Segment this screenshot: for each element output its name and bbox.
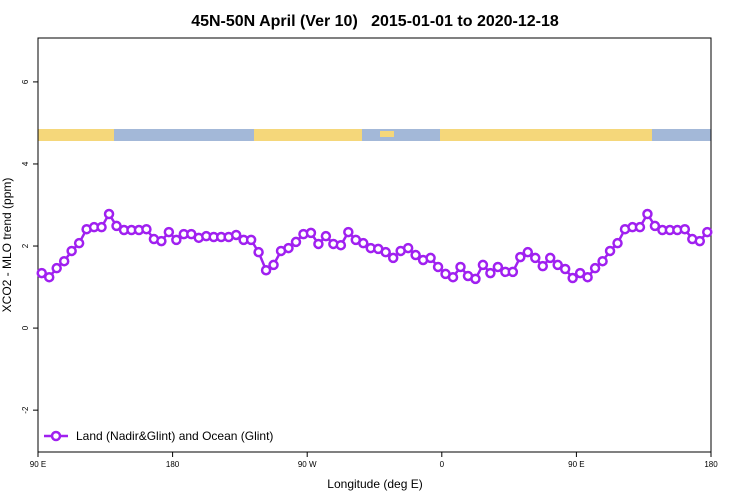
land-map-strip	[38, 129, 711, 141]
data-point	[567, 272, 578, 284]
y-tick-label: -2	[21, 406, 30, 414]
x-tick-label: 180	[704, 460, 718, 469]
data-point	[694, 235, 706, 247]
data-point	[612, 237, 623, 249]
data-point	[530, 252, 541, 264]
data-point	[103, 208, 115, 220]
data-point	[283, 242, 294, 254]
legend-label: Land (Nadir&Glint) and Ocean (Glint)	[76, 429, 273, 443]
data-point	[290, 236, 302, 248]
data-point	[537, 260, 548, 272]
land-strip	[38, 129, 114, 141]
data-point	[380, 246, 391, 258]
data-point	[58, 255, 70, 267]
data-point	[649, 220, 661, 232]
data-point	[335, 239, 347, 251]
data-point	[447, 271, 459, 283]
data-point	[679, 223, 691, 235]
data-point	[574, 267, 586, 279]
data-point	[141, 223, 152, 235]
data-point	[156, 235, 167, 247]
x-tick-label: 0	[440, 460, 445, 469]
data-point	[171, 234, 182, 246]
data-point	[702, 226, 713, 238]
data-point	[51, 262, 62, 274]
plot-frame	[37, 37, 712, 453]
data-point	[552, 259, 563, 271]
x-tick-label: 90 E	[30, 460, 46, 469]
data-point	[43, 271, 55, 283]
y-tick-label: 4	[21, 161, 30, 166]
data-point	[432, 261, 444, 273]
land-strip	[254, 129, 362, 141]
data-point	[245, 234, 257, 246]
data-point	[544, 252, 556, 264]
data-point	[96, 221, 107, 233]
data-point	[410, 249, 421, 261]
data-point	[313, 238, 324, 250]
data-point	[582, 271, 593, 283]
x-tick-label: 180	[166, 460, 180, 469]
chart-title: 45N-50N April (Ver 10) 2015-01-01 to 202…	[191, 13, 559, 30]
data-point	[522, 246, 534, 258]
data-point	[559, 263, 571, 275]
data-point	[470, 273, 481, 285]
data-point	[73, 237, 85, 249]
legend-marker	[50, 430, 62, 442]
data-point	[305, 227, 317, 239]
data-point	[260, 264, 272, 276]
data-point	[163, 226, 175, 238]
data-point	[425, 252, 436, 264]
data-point	[320, 230, 332, 242]
data-point	[268, 259, 279, 271]
data-point	[253, 246, 264, 258]
data-point	[485, 267, 496, 279]
data-point	[477, 259, 489, 271]
data-point	[642, 208, 653, 220]
data-point	[507, 266, 519, 278]
data-point	[387, 252, 399, 264]
y-axis-label: XCO2 - MLO trend (ppm)	[0, 178, 14, 313]
data-point	[343, 226, 354, 238]
data-point	[589, 262, 601, 274]
land-strip	[380, 131, 394, 137]
data-point	[36, 267, 47, 279]
data-point	[358, 237, 369, 249]
x-axis-label: Longitude (deg E)	[327, 477, 422, 491]
x-tick-label: 90 W	[298, 460, 317, 469]
land-strip	[440, 129, 652, 141]
data-point	[455, 261, 466, 273]
data-point	[66, 245, 77, 257]
y-tick-label: 0	[21, 325, 30, 330]
y-tick-label: 2	[21, 243, 30, 248]
data-point	[111, 220, 122, 232]
data-point	[515, 251, 526, 263]
data-point	[597, 255, 608, 267]
data-point	[402, 242, 414, 254]
data-point	[492, 261, 504, 273]
data-point	[634, 221, 646, 233]
data-point	[230, 229, 242, 241]
x-tick-label: 90 E	[568, 460, 584, 469]
y-tick-label: 6	[21, 79, 30, 84]
data-point	[604, 245, 616, 257]
